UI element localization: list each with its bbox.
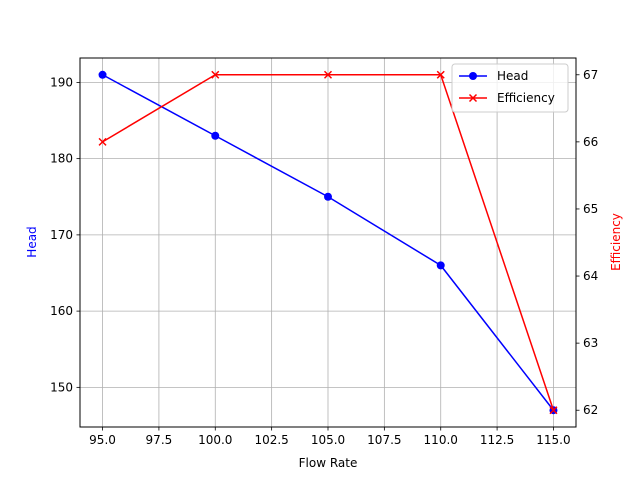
y-left-tick-label: 170 [50, 228, 73, 242]
y-axis-left: 150 160 170 180 190 [50, 75, 80, 394]
efficiency-data-point [98, 137, 107, 146]
y-axis-left-label: Head [25, 226, 39, 257]
legend-head-label: Head [497, 69, 528, 83]
y-left-tick-label: 180 [50, 152, 73, 166]
x-tick-label: 97.5 [146, 433, 173, 447]
head-data-point [436, 261, 445, 270]
x-tick-label: 100.0 [198, 433, 232, 447]
legend-efficiency-label: Efficiency [497, 91, 555, 105]
legend: Head Efficiency [451, 63, 569, 113]
efficiency-data-point [549, 406, 558, 415]
y-right-tick-label: 66 [583, 135, 598, 149]
y-right-tick-label: 63 [583, 336, 598, 350]
y-right-tick-label: 67 [583, 68, 598, 82]
head-data-point [211, 131, 220, 140]
y-axis-right: 62 63 64 65 66 67 [576, 68, 598, 417]
x-tick-label: 115.0 [536, 433, 570, 447]
x-tick-label: 95.0 [89, 433, 116, 447]
y-left-tick-label: 150 [50, 380, 73, 394]
x-tick-label: 102.5 [254, 433, 288, 447]
y-right-tick-label: 62 [583, 403, 598, 417]
x-axis-label: Flow Rate [299, 456, 358, 470]
x-tick-label: 105.0 [311, 433, 345, 447]
y-right-tick-label: 65 [583, 202, 598, 216]
x-tick-label: 107.5 [367, 433, 401, 447]
efficiency-data-point [323, 70, 333, 79]
legend-head-marker [469, 72, 477, 80]
y-left-tick-label: 190 [50, 75, 73, 89]
efficiency-data-point [211, 70, 220, 79]
grid-lines [80, 58, 576, 427]
legend-efficiency-marker [468, 93, 478, 103]
head-data-point [324, 192, 332, 201]
x-axis: 95.0 97.5 100.0 102.5 105.0 107.5 110.0 112.5 11… [89, 427, 571, 447]
x-tick-label: 110.0 [424, 433, 458, 447]
y-left-tick-label: 160 [50, 304, 73, 318]
y-axis-right-label: Efficiency [609, 213, 623, 271]
series-layer [98, 70, 558, 415]
efficiency-data-point [436, 70, 445, 79]
x-tick-label: 112.5 [480, 433, 514, 447]
head-data-point [98, 70, 107, 79]
y-right-tick-label: 64 [583, 269, 598, 283]
